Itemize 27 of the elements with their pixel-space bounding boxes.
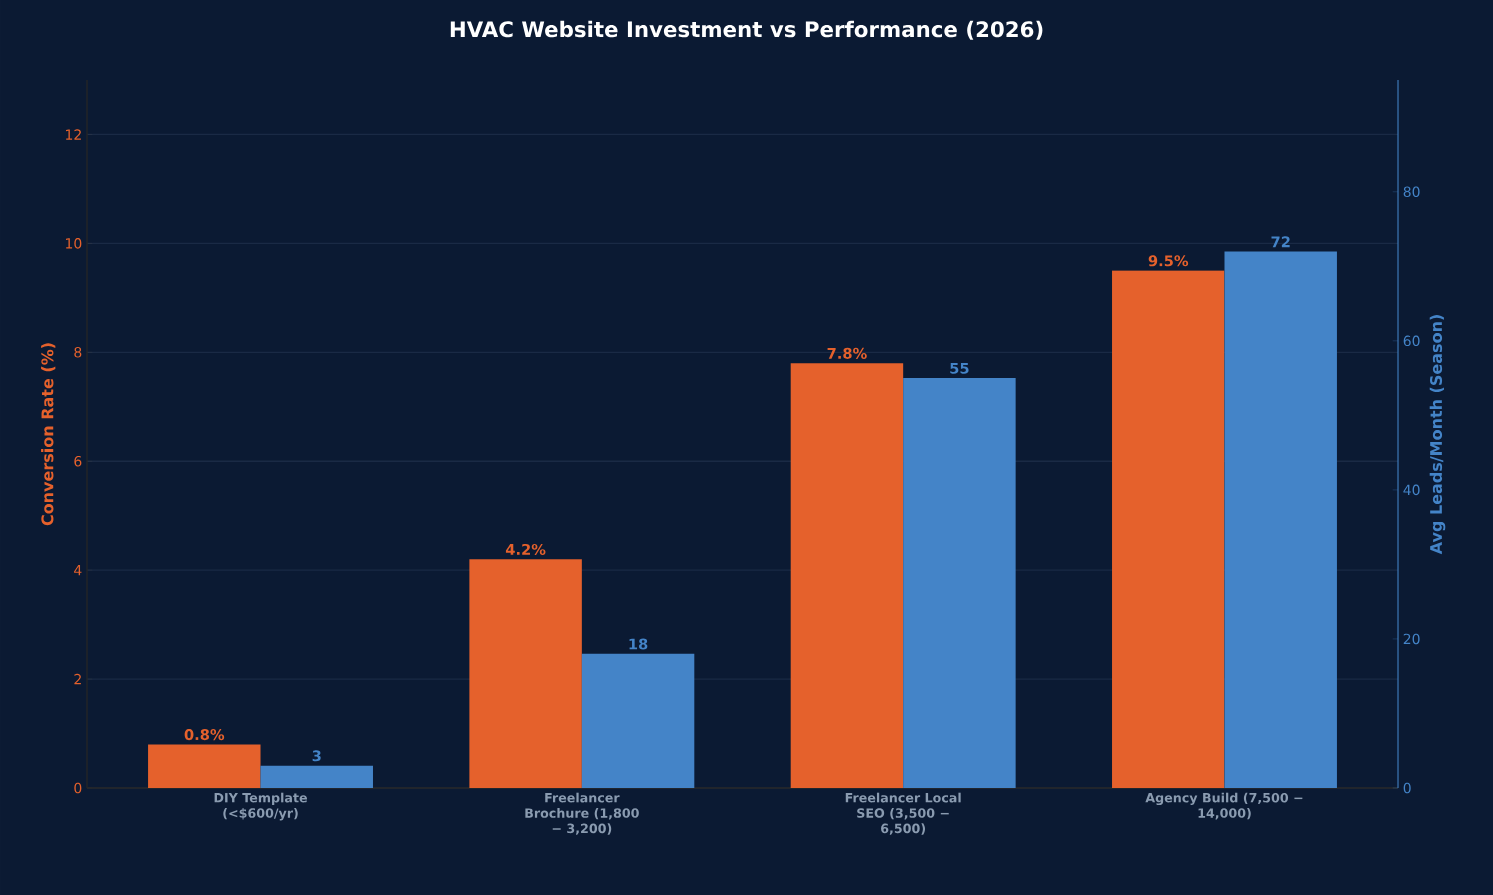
y2-tick-label: 60	[1403, 335, 1420, 347]
y-tick-label: 12	[66, 129, 81, 140]
data-label: 4.2%	[505, 543, 546, 555]
x-tick-label: Agency Build (7,500 − 14,000)	[1145, 792, 1303, 820]
x-tick-label: Freelancer Brochure (1,800 − 3,200)	[525, 792, 639, 835]
y-tick-label: 10	[66, 238, 82, 249]
data-label: 55	[950, 362, 969, 374]
chart-title: HVAC Website Investment vs Performance (2026)	[450, 20, 1043, 40]
data-label: 72	[1271, 236, 1290, 248]
y2-tick-label: 0	[1403, 782, 1411, 794]
y-tick-label: 0	[74, 782, 82, 794]
y2-tick-label: 80	[1403, 186, 1420, 198]
y2-tick-label: 20	[1403, 633, 1420, 645]
data-label: 3	[312, 750, 321, 762]
y2-axis-title: Avg Leads/Month (Season)	[1429, 315, 1446, 555]
data-label: 7.8%	[827, 347, 867, 359]
y-tick-label: 8	[74, 347, 82, 358]
data-label: 0.8%	[184, 729, 225, 741]
x-tick-label: Freelancer Local SEO (3,500 − 6,500)	[845, 792, 961, 835]
x-tick-label: DIY Template (<$600/yr)	[214, 792, 308, 821]
y-tick-label: 6	[74, 455, 82, 467]
data-label: 9.5%	[1148, 255, 1189, 267]
y2-tick-label: 40	[1403, 484, 1420, 496]
data-label: 18	[629, 638, 648, 650]
y-axis-title: Conversion Rate (%)	[41, 343, 56, 526]
y-tick-label: 4	[74, 565, 82, 576]
y-tick-label: 2	[74, 673, 81, 685]
